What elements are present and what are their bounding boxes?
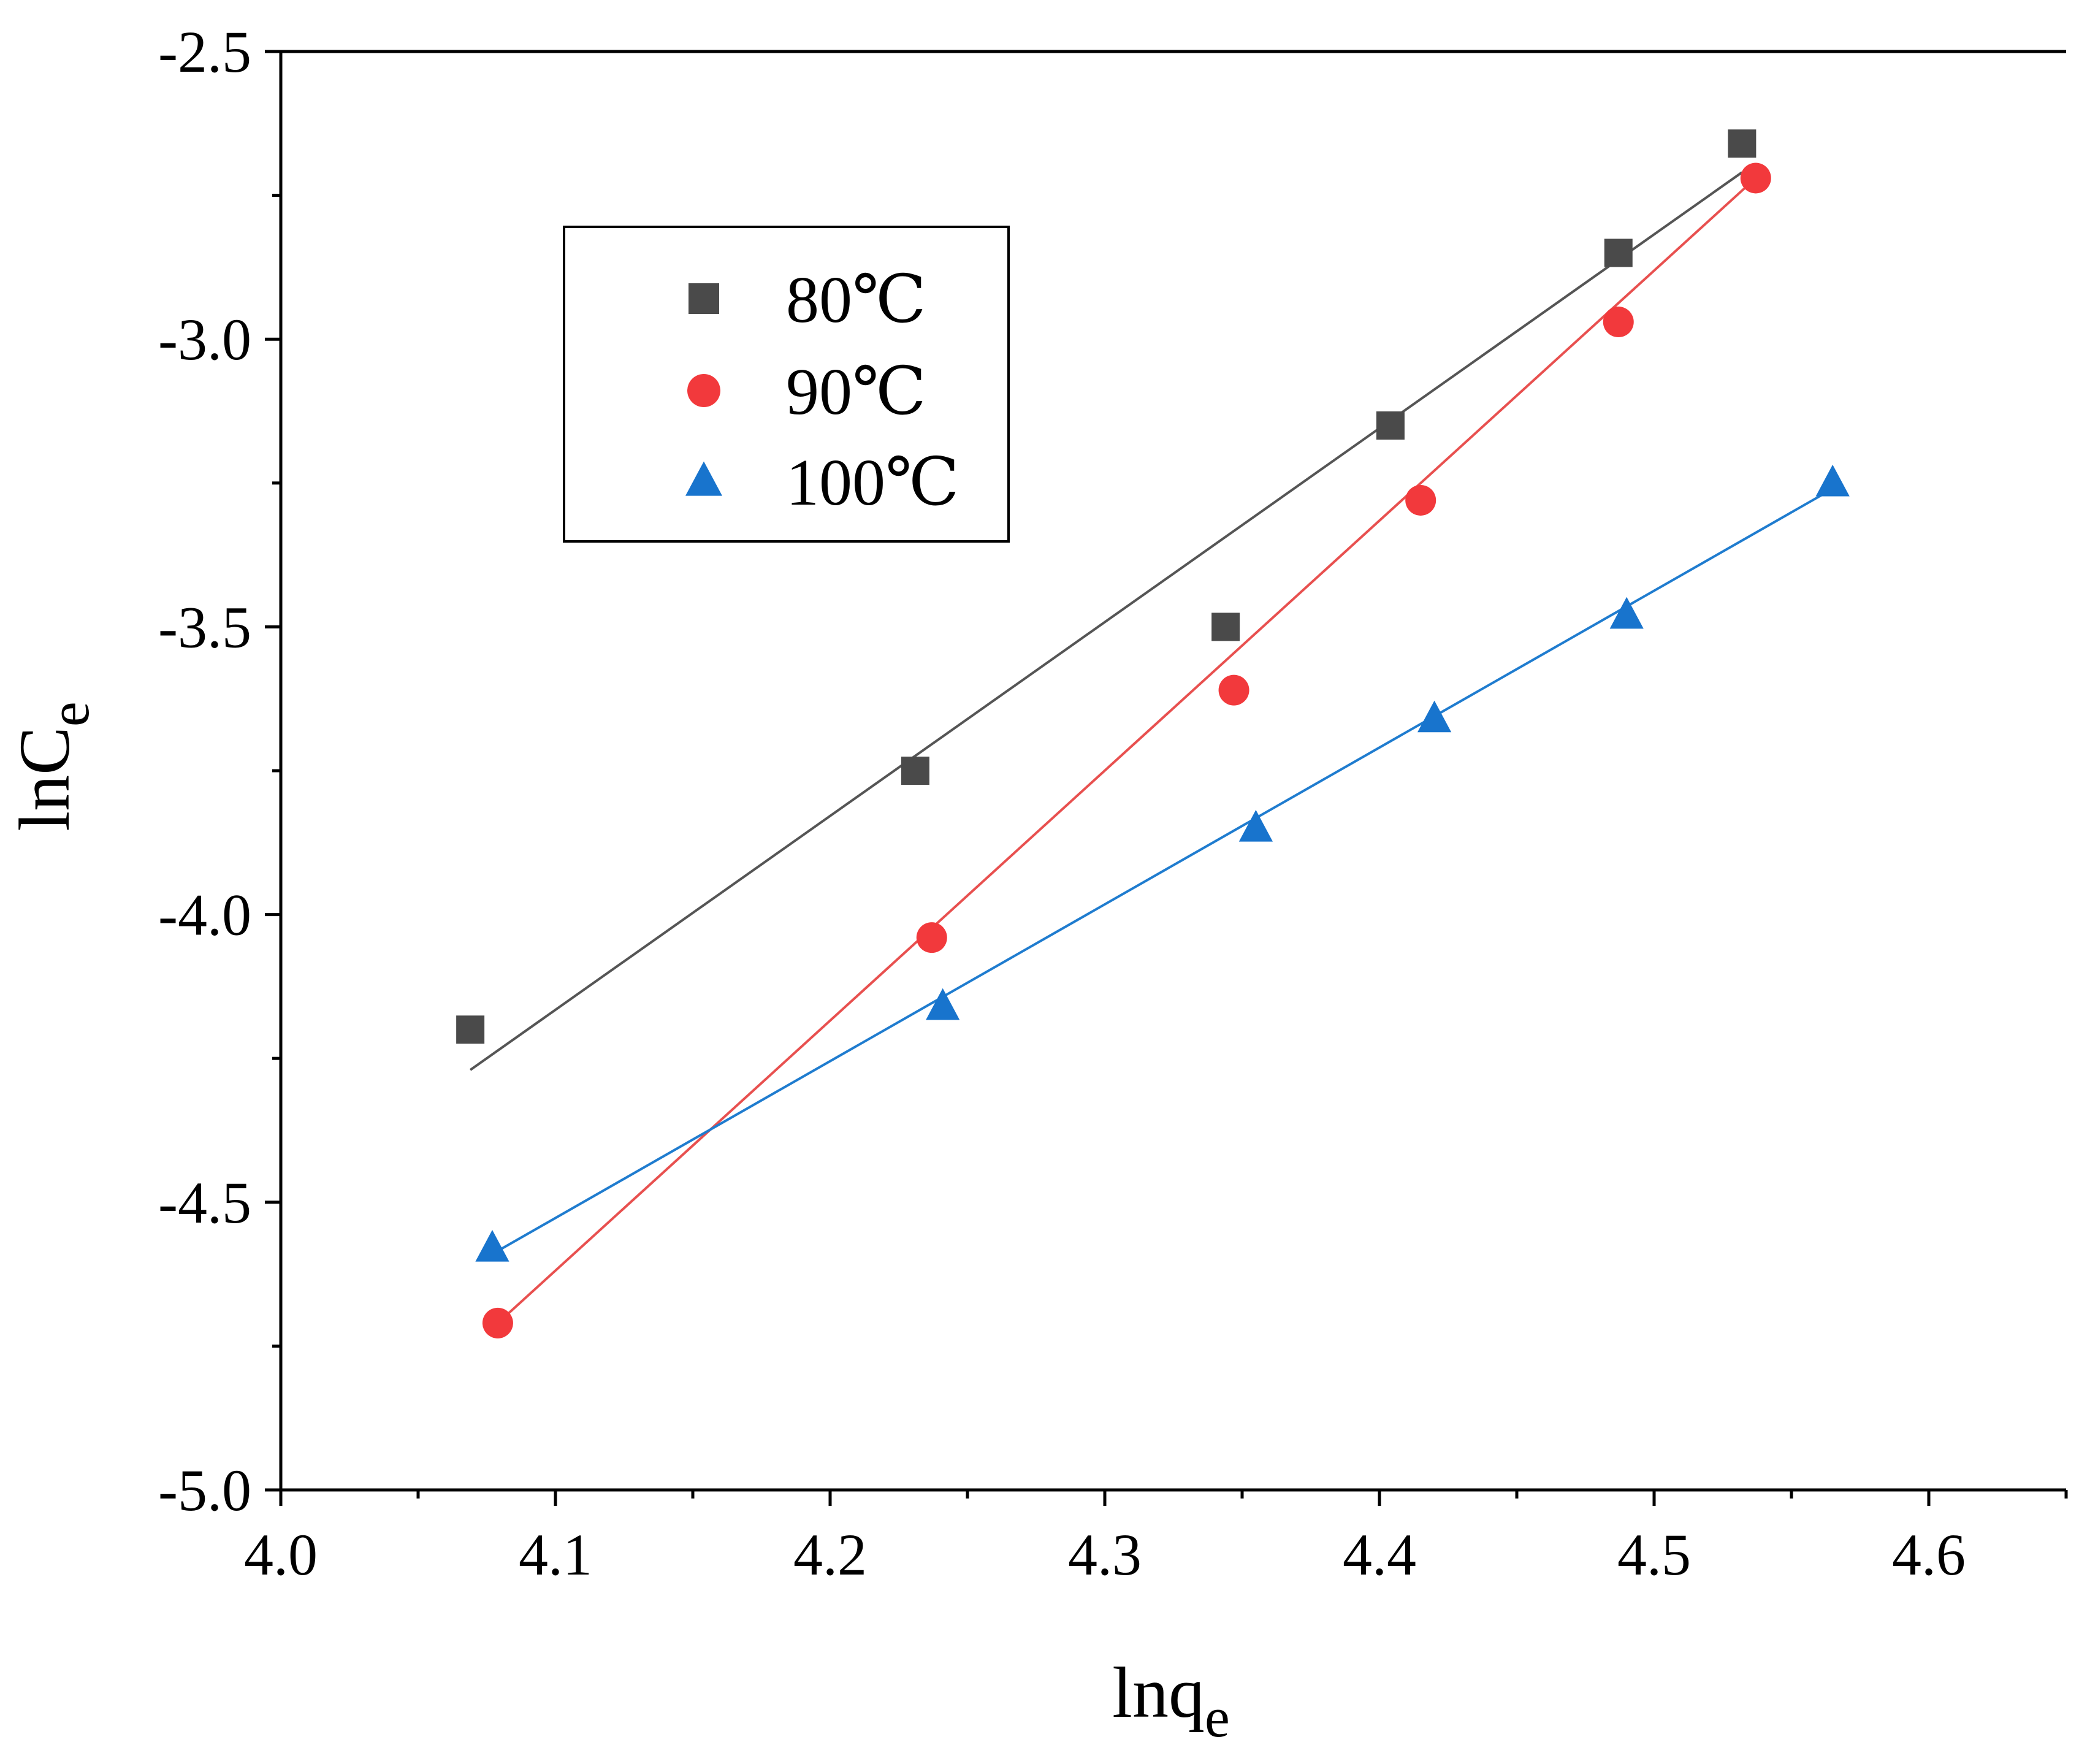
point-circle bbox=[1218, 674, 1249, 706]
y-tick-label: -3.0 bbox=[158, 307, 251, 372]
x-axis-label-subscript: e bbox=[1205, 1686, 1230, 1749]
legend-box bbox=[563, 226, 1010, 543]
point-triangle bbox=[926, 988, 960, 1020]
y-axis-label-subscript: e bbox=[38, 701, 101, 727]
x-tick-label: 4.3 bbox=[1068, 1522, 1142, 1587]
fit-line-square bbox=[469, 171, 1743, 1071]
point-square bbox=[1604, 239, 1633, 267]
legend: 80℃ 90℃ 100℃ bbox=[563, 226, 1010, 543]
point-square bbox=[901, 757, 929, 785]
point-triangle bbox=[1815, 464, 1850, 497]
legend-label: 100℃ bbox=[786, 446, 959, 519]
fit-line-triangle bbox=[491, 487, 1834, 1255]
legend-marker-circle bbox=[687, 374, 720, 407]
x-axis-ticks: 4.0 4.1 4.2 4.3 4.4 4.5 4.6 bbox=[244, 1490, 2068, 1587]
legend-marker-square bbox=[689, 283, 719, 314]
point-square bbox=[1376, 411, 1405, 440]
y-axis-ticks: -5.0 -4.5 -4.0 -3.5 -3.0 -2.5 bbox=[158, 19, 281, 1523]
point-circle bbox=[916, 922, 947, 953]
legend-label: 90℃ bbox=[786, 356, 926, 429]
x-tick-label: 4.6 bbox=[1892, 1522, 1966, 1587]
point-square bbox=[1211, 613, 1240, 641]
fit-lines bbox=[469, 171, 1834, 1324]
point-circle bbox=[482, 1307, 513, 1338]
data-markers bbox=[456, 129, 1850, 1338]
point-square bbox=[1728, 129, 1757, 158]
point-triangle bbox=[475, 1229, 509, 1262]
x-tick-label: 4.0 bbox=[244, 1522, 318, 1587]
legend-items: 80℃ 90℃ 100℃ bbox=[685, 264, 959, 519]
point-circle bbox=[1405, 484, 1436, 516]
legend-marker-triangle bbox=[685, 461, 722, 496]
x-tick-label: 4.2 bbox=[793, 1522, 867, 1587]
x-axis-label: lnqe bbox=[1112, 1652, 1230, 1749]
point-circle bbox=[1603, 307, 1634, 338]
y-axis-label: lnCe bbox=[4, 701, 101, 831]
x-tick-label: 4.5 bbox=[1617, 1522, 1691, 1587]
y-tick-label: -2.5 bbox=[158, 19, 251, 85]
point-triangle bbox=[1417, 700, 1452, 733]
x-tick-label: 4.1 bbox=[519, 1522, 592, 1587]
legend-label: 80℃ bbox=[786, 264, 926, 337]
point-triangle bbox=[1609, 597, 1644, 629]
point-triangle bbox=[1238, 809, 1273, 842]
y-tick-label: -3.5 bbox=[158, 594, 251, 660]
y-tick-label: -5.0 bbox=[158, 1457, 251, 1523]
point-circle bbox=[1740, 162, 1771, 194]
y-tick-label: -4.5 bbox=[158, 1170, 251, 1235]
point-square bbox=[456, 1015, 485, 1044]
y-tick-label: -4.0 bbox=[158, 882, 251, 948]
x-tick-label: 4.4 bbox=[1343, 1522, 1416, 1587]
